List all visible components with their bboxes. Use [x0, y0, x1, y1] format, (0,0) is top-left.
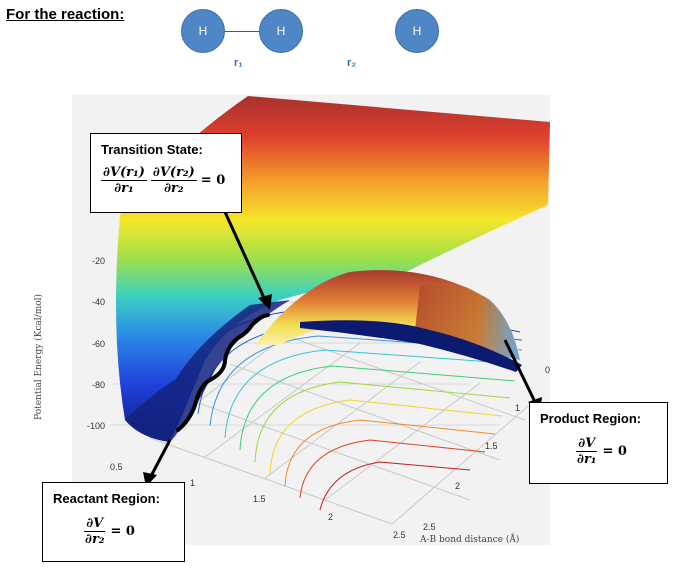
surface-product-valley [300, 320, 522, 372]
r2-label: r₂ [347, 57, 357, 69]
reactant-equation: ∂V ∂r₂ = 0 [83, 516, 174, 547]
z-tick: -40 [92, 297, 106, 307]
surface-ridge-right [415, 284, 520, 360]
x-tick: 1.5 [253, 494, 266, 504]
atom-h-3: H [395, 9, 439, 53]
x-tick: 1 [190, 478, 196, 488]
atom-h-1: H [181, 9, 225, 53]
transition-state-title: Transition State: [101, 142, 203, 157]
fraction: ∂V(r₂) ∂r₂ [150, 165, 197, 196]
equals-zero: = 0 [602, 444, 627, 459]
x-tick: 2 [328, 512, 334, 522]
numerator: ∂V [84, 516, 106, 532]
z-tick: -100 [87, 421, 106, 431]
y-tick: 2 [455, 481, 461, 491]
transition-state-box: Transition State: ∂V(r₁) ∂r₁ ∂V(r₂) ∂r₂ … [90, 133, 242, 213]
z-tick: -60 [92, 339, 106, 349]
denominator: ∂r₁ [577, 452, 597, 467]
numerator: ∂V [576, 436, 598, 452]
fraction: ∂V ∂r₁ [575, 436, 599, 467]
denominator: ∂r₁ [114, 181, 134, 196]
y-tick: 0 [545, 365, 551, 375]
numerator: ∂V(r₂) [150, 165, 197, 181]
product-region-title: Product Region: [540, 411, 642, 426]
reactant-region-box: Reactant Region: ∂V ∂r₂ = 0 [42, 482, 185, 562]
atom-h-2: H [259, 9, 303, 53]
denominator: ∂r₂ [164, 181, 184, 196]
r1-label: r₁ [234, 57, 243, 69]
y-tick: 1.5 [485, 441, 498, 451]
bond-line [225, 31, 261, 32]
page-heading: For the reaction: [6, 6, 125, 23]
equals-zero: = 0 [110, 524, 135, 539]
y-tick: 1 [515, 403, 521, 413]
fraction: ∂V(r₁) ∂r₁ [101, 165, 147, 196]
product-region-box: Product Region: ∂V ∂r₁ = 0 [529, 402, 668, 484]
y-tick: 2.5 [423, 522, 436, 532]
product-equation: ∂V ∂r₁ = 0 [575, 436, 657, 467]
reaction-path [176, 313, 270, 432]
fraction: ∂V ∂r₂ [83, 516, 107, 547]
z-tick: -20 [92, 256, 106, 266]
denominator: ∂r₂ [85, 532, 105, 547]
z-tick: -80 [92, 380, 106, 390]
reactant-region-title: Reactant Region: [53, 491, 160, 506]
z-axis-label: Potential Energy (Kcal/mol) [34, 293, 44, 420]
x-tick: 2.5 [393, 530, 406, 540]
equals-zero: = 0 [200, 173, 226, 188]
numerator: ∂V(r₁) [101, 165, 147, 181]
surface-valley [125, 300, 290, 442]
y-axis-label: A-B bond distance (Å) [420, 535, 520, 545]
x-tick: 0.5 [110, 462, 123, 472]
transition-state-equation: ∂V(r₁) ∂r₁ ∂V(r₂) ∂r₂ = 0 [101, 165, 231, 196]
